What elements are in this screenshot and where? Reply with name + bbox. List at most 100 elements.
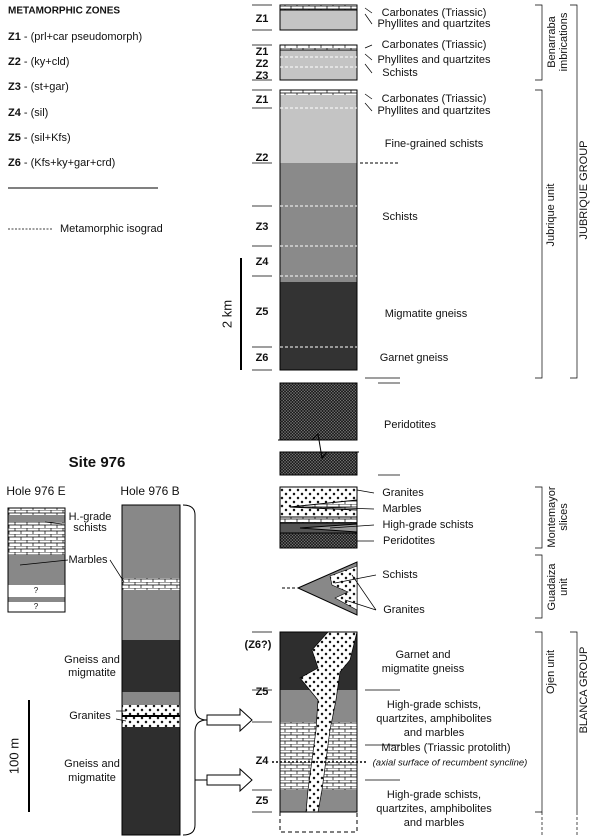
lithology: Carbonates (Triassic): [382, 39, 487, 51]
zone-label: Z5: [256, 795, 269, 807]
zone-label: Z4: [256, 256, 270, 268]
lithology: Phyllites and quartzites: [377, 105, 491, 117]
zone-entry: Z5 - (sil+Kfs): [8, 132, 71, 144]
unit-label: slices: [558, 503, 570, 531]
unit-label: unit: [558, 578, 570, 596]
hole-title: Hole 976 B: [120, 484, 179, 498]
brace: [182, 504, 208, 836]
break: [278, 432, 359, 460]
hole-title: Hole 976 E: [6, 484, 65, 498]
unit-label: JUBRIQUE GROUP: [578, 140, 590, 239]
unit-label: Montemayor: [546, 486, 558, 547]
unit-brackets: Benarraba imbrications Jubrique unit JUB…: [535, 4, 590, 835]
layer: [279, 44, 358, 51]
lithology: Marbles: [382, 503, 422, 515]
bracket-continuation: [541, 812, 578, 835]
layer: [279, 451, 358, 476]
zone-label: Z1: [256, 94, 269, 106]
lithology: migmatite gneiss: [382, 663, 465, 675]
ticks: [378, 382, 400, 476]
zone-entry: Z4 - (sil): [8, 107, 48, 119]
zone-label: Z3: [256, 221, 269, 233]
zone-labels: Z1 Z1 Z2 Z3 Z1 Z2 Z3 Z4 Z5 Z6 (Z6?) Z5 Z…: [245, 13, 272, 807]
layer: [280, 90, 357, 163]
lithology: Schists: [382, 569, 418, 581]
layer-outline: [121, 504, 181, 836]
lithology: Schists: [382, 211, 418, 223]
leader-lines: [311, 7, 377, 611]
zone-label: Z1: [256, 13, 269, 25]
lithology-labels: Carbonates (Triassic) Phyllites and quar…: [373, 7, 528, 829]
layer: [280, 90, 357, 95]
layer: [122, 727, 180, 835]
layer: [280, 163, 357, 282]
unit-label: imbrications: [558, 12, 570, 71]
lithology: Phyllites and quartzites: [377, 18, 491, 30]
layer: [122, 692, 180, 705]
layer: [8, 555, 65, 585]
arrow: [206, 707, 253, 733]
scale-label: 100 m: [6, 738, 21, 774]
lithology: Carbonates (Triassic): [382, 93, 487, 105]
site-label: Marbles: [68, 554, 108, 566]
zone-entry: Z3 - (st+gar): [8, 81, 69, 93]
lithology: Schists: [382, 67, 418, 79]
zone-entry: Z1 - (prl+car pseudomorph): [8, 31, 142, 43]
lithology: High-grade schists,: [387, 699, 481, 711]
layer: [8, 515, 65, 522]
lithology: Granites: [383, 604, 425, 616]
lens: [299, 523, 358, 533]
lithology: Phyllites and quartzites: [377, 54, 491, 66]
lens: [289, 499, 358, 511]
brackets: [535, 4, 578, 813]
unit-label: BLANCA GROUP: [578, 647, 590, 734]
unknown: ?: [34, 602, 39, 611]
lithology: Garnet and: [395, 649, 450, 661]
site-label: Gneiss and: [64, 654, 120, 666]
layer: [122, 578, 180, 590]
zone-label: Z5: [256, 686, 269, 698]
site-label: Gneiss and: [64, 758, 120, 770]
lithology: (axial surface of recumbent syncline): [373, 758, 528, 769]
lithology: Migmatite gneiss: [385, 308, 468, 320]
legend: METAMORPHIC ZONES Z1 - (prl+car pseudomo…: [8, 6, 163, 235]
lithology: quartzites, amphibolites: [376, 713, 492, 725]
site-label: Granites: [69, 710, 111, 722]
zone-label: Z2: [256, 152, 269, 164]
lithology: Marbles (Triassic protolith): [381, 742, 510, 754]
site-label: migmatite: [68, 772, 116, 784]
lithology: High-grade schists,: [387, 789, 481, 801]
unit-label: Benarraba: [546, 15, 558, 67]
lithology: and marbles: [404, 817, 465, 829]
continuation: [279, 812, 358, 833]
lithology: Granites: [382, 487, 424, 499]
layer: [122, 640, 180, 692]
ticks: [365, 377, 400, 781]
lithology: High-grade schists: [382, 519, 474, 531]
lithology: Peridotites: [383, 535, 435, 547]
unit-label: Jubrique unit: [545, 184, 557, 247]
layer: [122, 505, 180, 578]
layer: [279, 516, 358, 524]
layer-outline: [279, 89, 358, 371]
lithology: Peridotites: [384, 419, 436, 431]
layer-outline: [279, 631, 358, 813]
zone-ticks: [252, 4, 272, 371]
zone-ticks: [252, 631, 272, 813]
site-title: Site 976: [69, 454, 126, 471]
granite: [329, 565, 358, 611]
legend-title: METAMORPHIC ZONES: [8, 6, 120, 17]
scale-label: 2 km: [219, 300, 234, 328]
site-label: schists: [73, 522, 107, 534]
main-column: [252, 4, 400, 833]
zone-label: Z2: [256, 58, 269, 70]
layer: [279, 382, 358, 441]
lithology: quartzites, amphibolites: [376, 803, 492, 815]
site-label: H.-grade: [69, 511, 112, 523]
zone-entry: Z6 - (Kfs+ky+gar+crd): [8, 157, 115, 169]
zone-entry: Z2 - (ky+cld): [8, 56, 69, 68]
site-label: migmatite: [68, 667, 116, 679]
layer: [279, 4, 358, 11]
lithology: Garnet gneiss: [380, 352, 449, 364]
